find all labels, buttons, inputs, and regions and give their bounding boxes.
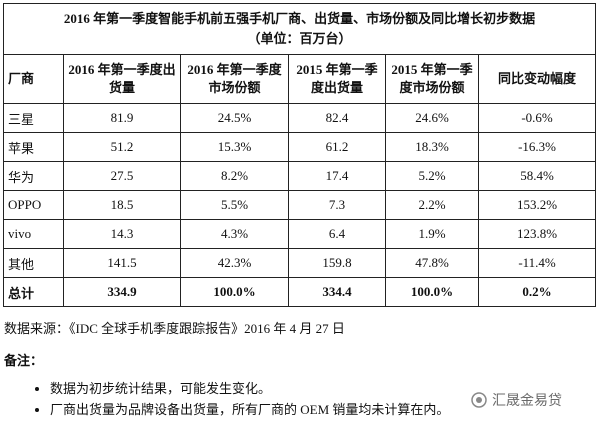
cell: 华为 [3, 161, 64, 191]
cell: -16.3% [477, 132, 597, 162]
cell: 苹果 [3, 132, 64, 162]
header-cell: 2015 年第一季度出货量 [288, 54, 386, 104]
cell: 58.4% [477, 161, 597, 191]
header-cell: 2015 年第一季度市场份额 [385, 54, 479, 104]
cell: 17.4 [288, 161, 386, 191]
data-row: OPPO 18.5 5.5% 7.3 2.2% 153.2% [3, 190, 597, 220]
total-row: 总计 334.9 100.0% 334.4 100.0% 0.2% [3, 277, 597, 307]
cell: 141.5 [63, 248, 181, 278]
cell: 4.3% [180, 219, 289, 249]
cell: 8.2% [180, 161, 289, 191]
cell: 24.5% [180, 103, 289, 133]
cell: 47.8% [385, 248, 479, 278]
note-item: 厂商出货量为品牌设备出货量，所有厂商的 OEM 销量均未计算在内。 [50, 399, 449, 420]
cell: 42.3% [180, 248, 289, 278]
title-row: 2016 年第一季度智能手机前五强手机厂商、出货量、市场份额及同比增长初步数据 … [2, 3, 597, 55]
cell: 61.2 [288, 132, 386, 162]
data-table: 2016 年第一季度智能手机前五强手机厂商、出货量、市场份额及同比增长初步数据 … [2, 3, 597, 307]
cell: 82.4 [288, 103, 386, 133]
table-title: 2016 年第一季度智能手机前五强手机厂商、出货量、市场份额及同比增长初步数据 [63, 11, 536, 26]
data-row: 三星 81.9 24.5% 82.4 24.6% -0.6% [3, 103, 597, 133]
total-cell: 334.9 [63, 277, 181, 307]
cell: vivo [3, 219, 64, 249]
cell: 三星 [3, 103, 64, 133]
cell: 5.5% [180, 190, 289, 220]
header-cell: 2016 年第一季度出货量 [63, 54, 181, 104]
table-body: 2016 年第一季度智能手机前五强手机厂商、出货量、市场份额及同比增长初步数据 … [2, 3, 597, 307]
data-row: 其他 141.5 42.3% 159.8 47.8% -11.4% [3, 248, 597, 278]
cell: 24.6% [385, 103, 479, 133]
cell: 14.3 [63, 219, 181, 249]
notes-title: 备注： [4, 353, 44, 368]
source: 数据来源：《IDC 全球手机季度跟踪报告》2016 年 4 月 27 日 [4, 321, 345, 336]
table-wrap: 2016 年第一季度智能手机前五强手机厂商、出货量、市场份额及同比增长初步数据 … [2, 3, 597, 307]
total-cell: 334.4 [288, 277, 386, 307]
cell: 1.9% [385, 219, 479, 249]
cell: 其他 [3, 248, 64, 278]
table-subtitle: （单位：百万台） [247, 31, 352, 46]
header-cell: 2016 年第一季度市场份额 [180, 54, 289, 104]
cell: 159.8 [288, 248, 386, 278]
cell: 81.9 [63, 103, 181, 133]
cell: 18.3% [385, 132, 479, 162]
cell: -0.6% [477, 103, 597, 133]
cell: 153.2% [477, 190, 597, 220]
cell: 123.8% [477, 219, 597, 249]
watermark: 汇晟金易贷 [470, 390, 562, 410]
data-row: 苹果 51.2 15.3% 61.2 18.3% -16.3% [3, 132, 597, 162]
notes-list: 数据为初步统计结果，可能发生变化。厂商出货量为品牌设备出货量，所有厂商的 OEM… [20, 378, 449, 420]
cell: 51.2 [63, 132, 181, 162]
cell: 15.3% [180, 132, 289, 162]
cell: 2.2% [385, 190, 479, 220]
total-cell: 0.2% [477, 277, 597, 307]
total-cell: 总计 [3, 277, 64, 307]
header-cell: 厂商 [3, 54, 64, 104]
cell: 6.4 [288, 219, 386, 249]
data-row: 华为 27.5 8.2% 17.4 5.2% 58.4% [3, 161, 597, 191]
total-cell: 100.0% [180, 277, 289, 307]
data-row: vivo 14.3 4.3% 6.4 1.9% 123.8% [3, 219, 597, 249]
title-cell: 2016 年第一季度智能手机前五强手机厂商、出货量、市场份额及同比增长初步数据 … [2, 3, 597, 55]
cell: 27.5 [63, 161, 181, 191]
cell: 5.2% [385, 161, 479, 191]
header-cell: 同比变动幅度 [477, 54, 597, 104]
watermark-text: 汇晟金易贷 [492, 394, 562, 409]
cell: 18.5 [63, 190, 181, 220]
cell: 7.3 [288, 190, 386, 220]
total-cell: 100.0% [385, 277, 479, 307]
cell: OPPO [3, 190, 64, 220]
watermark-icon [471, 392, 487, 408]
header-row: 厂商 2016 年第一季度出货量 2016 年第一季度市场份额 2015 年第一季度出… [3, 54, 597, 104]
note-item: 数据为初步统计结果，可能发生变化。 [50, 378, 449, 399]
cell: -11.4% [477, 248, 597, 278]
